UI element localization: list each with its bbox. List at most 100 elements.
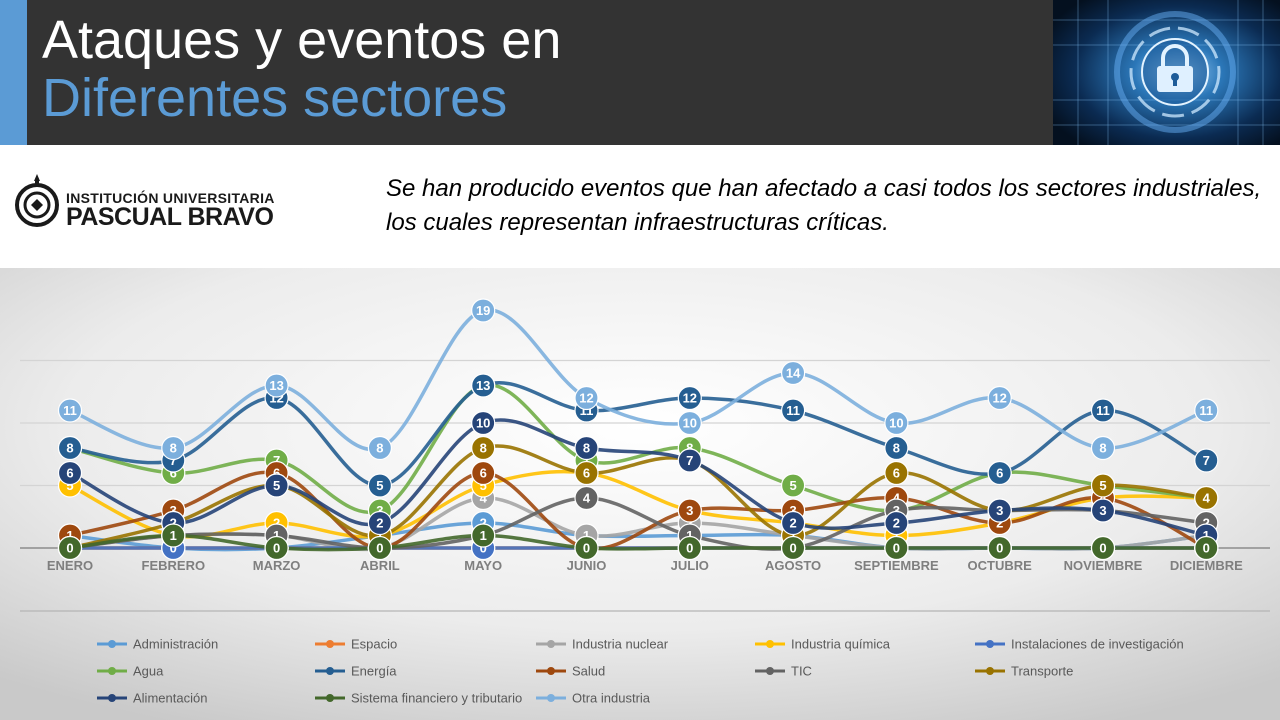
- data-point-marker: [161, 523, 186, 548]
- legend-swatch-marker: [547, 694, 555, 702]
- data-point: 2: [884, 510, 909, 536]
- data-label: 8: [66, 441, 73, 456]
- data-point-marker: [57, 435, 83, 461]
- data-point: 3: [1090, 498, 1116, 523]
- data-point: 19: [471, 298, 496, 323]
- data-point-marker: [574, 385, 599, 411]
- data-label: 1: [66, 528, 73, 543]
- data-label: 1: [480, 528, 487, 543]
- data-point-marker: [57, 535, 83, 561]
- data-label: 11: [1096, 403, 1110, 418]
- legend-swatch-marker: [108, 640, 116, 648]
- data-label: 10: [683, 416, 697, 431]
- data-label: 7: [583, 453, 590, 468]
- x-tick-label: ABRIL: [360, 558, 400, 573]
- legend-item: Industria nuclear: [536, 637, 669, 652]
- legend-item: Salud: [536, 664, 605, 679]
- data-label: 7: [686, 453, 693, 468]
- data-label: 19: [476, 303, 490, 318]
- legend-item: Agua: [97, 664, 164, 679]
- legend-item: Alimentación: [97, 691, 207, 706]
- cyber-security-image: [1053, 0, 1280, 145]
- x-tick-label: NOVIEMBRE: [1064, 558, 1143, 573]
- data-point: 8: [367, 435, 392, 461]
- data-point: 0: [987, 535, 1012, 561]
- accent-bar: [0, 0, 27, 145]
- data-point: 2: [367, 510, 392, 536]
- legend-label: Industria química: [791, 637, 891, 652]
- data-point: 13: [264, 373, 289, 398]
- data-point: 8: [471, 435, 496, 461]
- data-label: 11: [786, 403, 800, 418]
- data-label: 13: [269, 378, 283, 393]
- data-point-marker: [1090, 535, 1116, 561]
- data-label: 4: [480, 491, 488, 506]
- data-point-marker: [884, 510, 909, 536]
- data-point: 5: [367, 473, 392, 498]
- data-label: 4: [1203, 491, 1211, 506]
- data-point-marker: [780, 535, 806, 561]
- data-point-marker: [57, 460, 83, 486]
- legend-label: Transporte: [1011, 664, 1073, 679]
- data-point-marker: [677, 448, 702, 473]
- data-point-marker: [471, 298, 496, 323]
- data-label: 0: [789, 541, 796, 556]
- data-point: 12: [574, 385, 599, 411]
- data-point-marker: [1090, 398, 1116, 423]
- legend-swatch-marker: [547, 640, 555, 648]
- legend-swatch-marker: [547, 667, 555, 675]
- x-tick-label: ENERO: [47, 558, 93, 573]
- data-label: 10: [476, 416, 490, 431]
- x-tick-label: JULIO: [671, 558, 709, 573]
- data-label: 6: [170, 466, 177, 481]
- data-point-marker: [884, 435, 909, 461]
- slide-description: Se han producido eventos que han afectad…: [386, 175, 1262, 236]
- legend-label: TIC: [791, 664, 812, 679]
- slide-title-line2: Diferentes sectores: [42, 68, 508, 128]
- padlock-icon: [1053, 0, 1280, 145]
- data-point-marker: [987, 498, 1012, 523]
- line-chart: 1001211100010000000000000110412100015121…: [0, 268, 1280, 720]
- legend-label: Otra industria: [572, 691, 651, 706]
- legend-swatch-marker: [986, 667, 994, 675]
- data-point: 7: [677, 448, 702, 473]
- data-point: 11: [1194, 398, 1219, 423]
- data-label: 5: [789, 478, 796, 493]
- data-point: 8: [884, 435, 909, 461]
- data-label: 6: [893, 466, 900, 481]
- data-point-marker: [780, 473, 806, 498]
- data-label: 1: [376, 528, 383, 543]
- data-point: 2: [780, 510, 806, 536]
- data-label: 2: [1203, 516, 1210, 531]
- data-label: 5: [66, 478, 73, 493]
- data-label: 8: [583, 441, 590, 456]
- data-point-marker: [161, 435, 186, 461]
- data-label: 2: [686, 516, 693, 531]
- data-point-marker: [264, 373, 289, 398]
- chart-background: [0, 268, 1280, 720]
- data-label: 12: [579, 391, 593, 406]
- data-point-marker: [574, 435, 599, 461]
- data-point-marker: [884, 535, 909, 561]
- data-label: 2: [170, 516, 177, 531]
- data-label: 12: [683, 391, 697, 406]
- logo-institution-label: INSTITUCIÓN UNIVERSITARIA: [66, 190, 275, 206]
- data-label: 7: [273, 453, 280, 468]
- data-label: 3: [686, 503, 693, 518]
- data-point-marker: [264, 473, 289, 498]
- legend-item: Energía: [315, 664, 397, 679]
- legend-swatch-marker: [108, 667, 116, 675]
- legend-item: Instalaciones de investigación: [975, 637, 1184, 652]
- data-point: 10: [884, 410, 909, 436]
- data-label: 1: [170, 528, 177, 543]
- data-label: 0: [686, 541, 693, 556]
- data-point: 6: [471, 460, 496, 486]
- data-point: 4: [574, 485, 599, 511]
- data-point: 12: [987, 385, 1012, 411]
- legend-label: Instalaciones de investigación: [1011, 637, 1184, 652]
- data-label: 6: [273, 466, 280, 481]
- data-point-marker: [367, 435, 392, 461]
- data-point-marker: [780, 398, 806, 423]
- legend-label: Espacio: [351, 637, 397, 652]
- data-point: 7: [1194, 448, 1219, 473]
